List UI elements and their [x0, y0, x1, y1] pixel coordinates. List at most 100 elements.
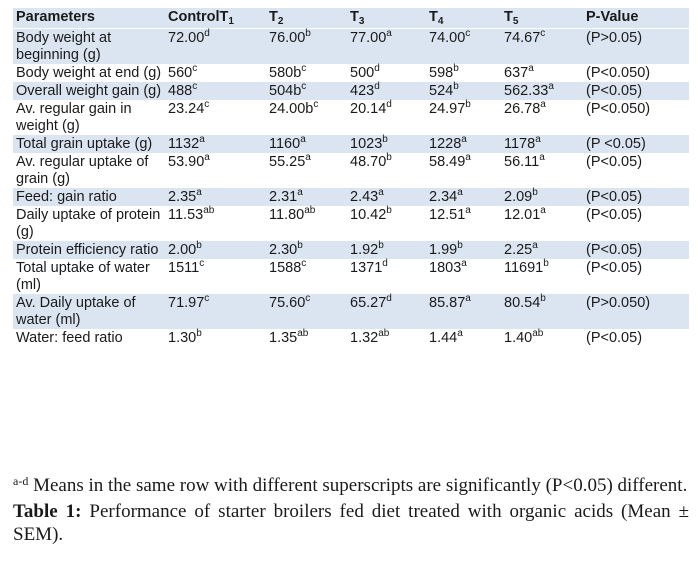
- value-cell: 1.32ab: [347, 329, 426, 347]
- cell-value: 20.14: [350, 101, 387, 117]
- value-cell: 80.54b: [501, 294, 583, 329]
- value-cell: 423d: [347, 82, 426, 100]
- table-row: Av. regular uptake of grain (g) 53.90a 55.…: [13, 153, 689, 188]
- significance-superscript: c: [540, 28, 546, 39]
- significance-superscript: ab: [297, 328, 309, 339]
- column-header: P-Value: [583, 8, 689, 29]
- cell-value: 580b: [269, 65, 302, 81]
- significance-superscript: a: [300, 134, 306, 145]
- value-cell: 10.42b: [347, 206, 426, 241]
- p-value-cell: (P<0.05): [583, 259, 689, 294]
- significance-superscript: a: [297, 187, 303, 198]
- table-row: Water: feed ratio 1.30b 1.35ab 1.32ab 1.44a 1…: [13, 329, 689, 347]
- table-caption-block: a-d Means in the same row with different…: [13, 474, 689, 546]
- cell-value: 1.44: [429, 330, 458, 346]
- value-cell: 65.27d: [347, 294, 426, 329]
- value-cell: 48.70b: [347, 153, 426, 188]
- p-value-cell: (P>0.050): [583, 294, 689, 329]
- significance-superscript: a: [548, 81, 554, 92]
- significance-superscript: ab: [203, 205, 215, 216]
- significance-superscript: a: [465, 293, 471, 304]
- cell-value: 1178: [504, 136, 536, 152]
- significance-superscript: c: [305, 293, 311, 304]
- column-header-label: T: [269, 9, 278, 25]
- cell-value: 1.92: [350, 242, 379, 258]
- table-row: Overall weight gain (g) 488c 504bc 423d 524b…: [13, 82, 689, 100]
- cell-value: 71.97: [168, 295, 205, 311]
- significance-superscript: b: [305, 28, 311, 39]
- data-table-container: Parameters ControlT1 T2 T3 T4 T5 P-Value Body …: [13, 8, 689, 347]
- significance-superscript: b: [540, 293, 546, 304]
- value-cell: 2.00b: [165, 241, 266, 259]
- significance-superscript: a: [532, 240, 538, 251]
- cell-value: 1228: [429, 136, 462, 152]
- parameter-cell: Av. regular gain in weight (g): [13, 100, 165, 135]
- significance-superscript: b: [386, 205, 392, 216]
- table-row: Total uptake of water (ml) 1511c 1588c 1371…: [13, 259, 689, 294]
- cell-value: 2.30: [269, 242, 298, 258]
- footnote: a-d Means in the same row with different…: [13, 474, 689, 497]
- value-cell: 2.34a: [426, 188, 501, 206]
- significance-superscript: a: [378, 187, 384, 198]
- column-header: ControlT1: [165, 8, 266, 29]
- p-value-cell: (P<0.05): [583, 82, 689, 100]
- cell-value: 11.53: [168, 207, 204, 223]
- significance-superscript: b: [196, 240, 202, 251]
- significance-superscript: a: [540, 99, 546, 110]
- cell-value: 2.25: [504, 242, 533, 258]
- value-cell: 1228a: [426, 135, 501, 153]
- value-cell: 1511c: [165, 259, 266, 294]
- cell-value: 500: [350, 65, 375, 81]
- value-cell: 26.78a: [501, 100, 583, 135]
- footnote-text: Means in the same row with different sup…: [33, 475, 688, 496]
- parameter-cell: Daily uptake of protein (g): [13, 206, 165, 241]
- significance-superscript: a: [457, 328, 463, 339]
- cell-value: 2.09: [504, 189, 533, 205]
- value-cell: 71.97c: [165, 294, 266, 329]
- value-cell: 24.97b: [426, 100, 501, 135]
- value-cell: 53.90a: [165, 153, 266, 188]
- column-header-subscript: 2: [277, 16, 284, 27]
- significance-superscript: a: [465, 205, 471, 216]
- table-row: Av. Daily uptake of water (ml) 71.97c 75.6…: [13, 294, 689, 329]
- value-cell: 1.92b: [347, 241, 426, 259]
- significance-superscript: a: [386, 28, 392, 39]
- value-cell: 2.09b: [501, 188, 583, 206]
- cell-value: 58.49: [429, 154, 466, 170]
- p-value-cell: (P<0.05): [583, 188, 689, 206]
- table-body: Body weight at beginning (g) 72.00d 76.00b…: [13, 28, 689, 347]
- significance-superscript: b: [543, 258, 549, 269]
- significance-superscript: a: [199, 134, 205, 145]
- significance-superscript: a: [196, 187, 202, 198]
- significance-superscript: d: [386, 99, 392, 110]
- value-cell: 1803a: [426, 259, 501, 294]
- cell-value: 74.67: [504, 30, 541, 46]
- significance-superscript: a: [539, 152, 545, 163]
- significance-superscript: c: [313, 99, 319, 110]
- column-header: T3: [347, 8, 426, 29]
- cell-value: 85.87: [429, 295, 466, 311]
- significance-superscript: a: [528, 63, 534, 74]
- value-cell: 1588c: [266, 259, 347, 294]
- value-cell: 1.35ab: [266, 329, 347, 347]
- cell-value: 11.80: [269, 207, 305, 223]
- table-row: Body weight at beginning (g) 72.00d 76.00b…: [13, 28, 689, 64]
- value-cell: 77.00a: [347, 28, 426, 64]
- column-header-label: T: [350, 9, 359, 25]
- value-cell: 1023b: [347, 135, 426, 153]
- value-cell: 500d: [347, 64, 426, 82]
- parameter-cell: Feed: gain ratio: [13, 188, 165, 206]
- significance-superscript: b: [453, 63, 459, 74]
- value-cell: 2.35a: [165, 188, 266, 206]
- significance-superscript: b: [386, 152, 392, 163]
- cell-value: 23.24: [168, 101, 205, 117]
- parameter-cell: Total uptake of water (ml): [13, 259, 165, 294]
- significance-superscript: ab: [378, 328, 390, 339]
- parameter-cell: Body weight at beginning (g): [13, 28, 165, 64]
- table-label: Table 1:: [13, 501, 82, 522]
- value-cell: 11691b: [501, 259, 583, 294]
- cell-value: 2.00: [168, 242, 197, 258]
- cell-value: 12.51: [429, 207, 466, 223]
- cell-value: 80.54: [504, 295, 541, 311]
- cell-value: 1588: [269, 260, 302, 276]
